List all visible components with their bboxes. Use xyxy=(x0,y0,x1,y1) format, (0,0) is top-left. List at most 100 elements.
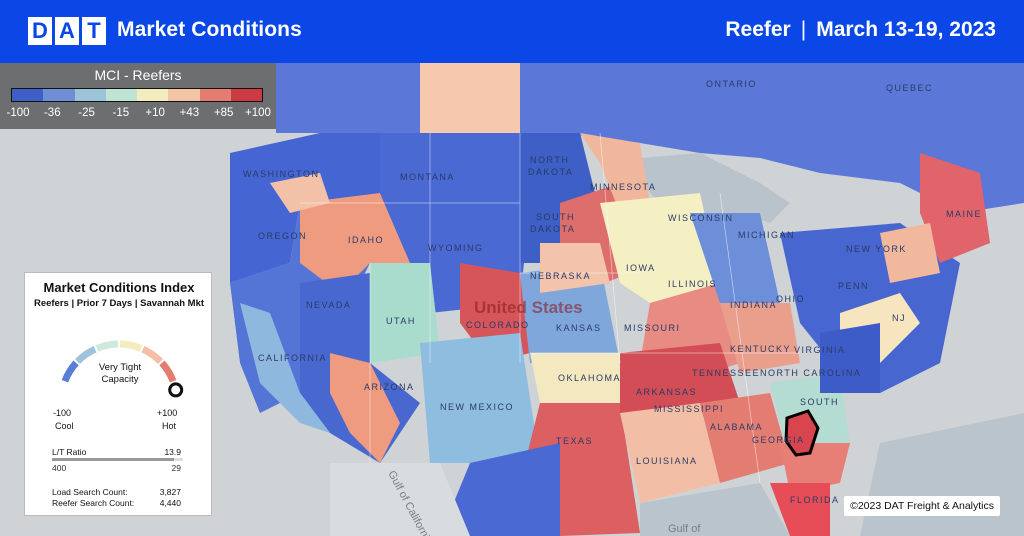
label-minnesota: MINNESOTA xyxy=(590,182,656,192)
label-utah: UTAH xyxy=(386,316,416,326)
label-iowa: IOWA xyxy=(626,263,656,273)
legend-tick-label: +10 xyxy=(145,107,165,119)
gauge-status-line1: Very Tight xyxy=(98,362,142,373)
label-alabama: ALABAMA xyxy=(710,422,763,432)
label-nebraska: NEBRASKA xyxy=(530,271,591,281)
gauge-segment-cool xyxy=(61,360,79,383)
label-indiana: INDIANA xyxy=(730,300,777,310)
panel-title: Market Conditions Index xyxy=(43,280,195,295)
reefer-search-value: 4,440 xyxy=(159,498,181,508)
label-texas: TEXAS xyxy=(556,436,593,446)
gauge-segment-neutral xyxy=(119,340,143,352)
legend-swatch-2 xyxy=(43,89,75,101)
logo-letter-t: T xyxy=(82,17,106,45)
dat-logo: D A T xyxy=(28,17,106,47)
legend-swatch-3 xyxy=(74,89,106,101)
copyright-notice: ©2023 DAT Freight & Analytics xyxy=(844,496,1000,516)
label-missouri: MISSOURI xyxy=(624,323,681,333)
gauge-segment-mild-cool xyxy=(74,346,97,365)
label-mississippi: MISSISSIPPI xyxy=(654,404,724,414)
gauge-max-value: +100 xyxy=(157,408,178,418)
label-oregon: OREGON xyxy=(258,231,307,241)
label-south: SOUTH xyxy=(800,397,839,407)
legend-title: MCI - Reefers xyxy=(94,67,182,83)
label-ohio: OHIO xyxy=(776,294,805,304)
label-north-dakota-1: NORTH xyxy=(530,155,569,165)
label-ontario: ONTARIO xyxy=(706,79,757,89)
loads-count: 400 xyxy=(52,463,67,473)
label-arkansas: ARKANSAS xyxy=(636,387,697,397)
legend-tick-label: +43 xyxy=(179,107,200,119)
label-north-dakota-2: DAKOTA xyxy=(528,167,573,177)
legend-swatch-4 xyxy=(105,89,137,101)
market-conditions-panel: Market Conditions Index Reefers | Prior … xyxy=(24,272,212,516)
load-search-label: Load Search Count: xyxy=(52,487,128,497)
date-range: March 13-19, 2023 xyxy=(816,18,996,41)
gauge-indicator xyxy=(168,382,184,398)
gauge-status-line2: Capacity xyxy=(101,374,139,385)
label-nevada: NEVADA xyxy=(306,300,351,310)
lt-ratio-bar xyxy=(52,458,183,461)
label-tennessee: TENNESSEE xyxy=(692,368,760,378)
label-oklahoma: OKLAHOMA xyxy=(558,373,621,383)
legend-ticks: -100 -36 -25 -15 +10 +43 +85 +100 xyxy=(0,107,276,125)
label-gulf-of: Gulf of xyxy=(668,523,701,535)
mci-gauge xyxy=(61,340,184,398)
label-kentucky: KENTUCKY xyxy=(730,344,791,354)
label-maine: MAINE xyxy=(946,209,982,219)
label-arizona: ARIZONA xyxy=(364,382,415,392)
label-illinois: ILLINOIS xyxy=(668,279,717,289)
equipment-type: Reefer xyxy=(725,18,791,41)
legend-swatch-7 xyxy=(199,89,231,101)
market-map[interactable]: ONTARIO QUEBEC WASHINGTON MONTANA NORTH … xyxy=(0,63,1024,536)
lt-ratio-value: 13.9 xyxy=(164,447,181,457)
label-new-york: NEW YORK xyxy=(846,244,907,254)
legend-tick-label: -25 xyxy=(78,107,95,119)
legend-tick-label: -100 xyxy=(6,107,30,119)
lt-ratio-fill xyxy=(52,458,175,461)
legend-swatch-6 xyxy=(168,89,200,101)
header-bar: D A T Market Conditions Reefer | March 1… xyxy=(0,0,1024,63)
label-united-states: United States xyxy=(474,298,583,317)
utah-region xyxy=(370,263,440,363)
page-title: Market Conditions xyxy=(117,18,302,41)
legend-swatch-1 xyxy=(12,89,44,101)
trucks-count: 29 xyxy=(171,463,181,473)
header-context: Reefer | March 13-19, 2023 xyxy=(725,18,996,42)
label-quebec: QUEBEC xyxy=(886,83,933,93)
legend-swatch-8 xyxy=(230,89,262,101)
legend-swatch-5 xyxy=(137,89,169,101)
panel-subtitle: Reefers | Prior 7 Days | Savannah Mkt xyxy=(33,298,205,309)
label-colorado: COLORADO xyxy=(466,320,530,330)
label-louisiana: LOUISIANA xyxy=(636,456,698,466)
label-wisconsin: WISCONSIN xyxy=(668,213,734,223)
reefer-search-label: Reefer Search Count: xyxy=(52,498,135,508)
gauge-hot-label: Hot xyxy=(162,421,177,431)
logo-letter-a: A xyxy=(55,17,79,45)
label-penn: PENN xyxy=(838,281,869,291)
gauge-segment-warm xyxy=(141,346,164,365)
savannah-market-outline[interactable] xyxy=(784,409,820,457)
header-separator: | xyxy=(800,18,807,41)
label-wyoming: WYOMING xyxy=(428,243,484,253)
label-south-dakota-1: SOUTH xyxy=(536,212,575,222)
florida-region xyxy=(770,483,830,536)
legend-tick-label: -15 xyxy=(112,107,130,119)
label-florida: FLORIDA xyxy=(790,495,840,505)
legend-tick-label: +85 xyxy=(213,107,234,119)
label-virginia: VIRGINIA xyxy=(794,345,846,355)
label-north-carolina: NORTH CAROLINA xyxy=(760,368,861,378)
idaho-region xyxy=(300,193,410,293)
label-washington: WASHINGTON xyxy=(243,169,320,179)
label-new-mexico: NEW MEXICO xyxy=(440,402,514,412)
label-kansas: KANSAS xyxy=(556,323,602,333)
legend-color-scale xyxy=(11,88,263,102)
label-california: CALIFORNIA xyxy=(258,353,327,363)
label-idaho: IDAHO xyxy=(348,235,384,245)
label-south-dakota-2: DAKOTA xyxy=(530,224,575,234)
label-nj: NJ xyxy=(892,313,906,323)
label-georgia: GEORGIA xyxy=(752,435,805,445)
label-michigan: MICHIGAN xyxy=(738,230,795,240)
gauge-min-value: -100 xyxy=(53,408,72,418)
gauge-segment-hot xyxy=(159,360,177,383)
